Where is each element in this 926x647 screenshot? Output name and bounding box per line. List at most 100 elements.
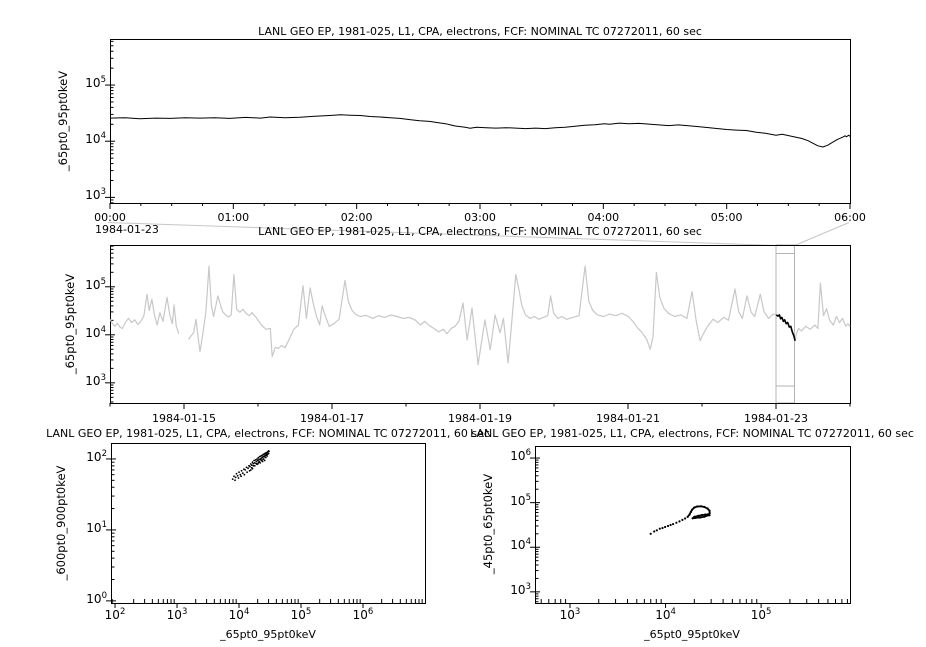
x-tick-label: 04:00 — [587, 211, 620, 224]
y-tick-label: 103 — [85, 372, 106, 388]
panel4-y-axis-label: _45pt0_65pt0keV — [481, 473, 495, 575]
scatter-point — [260, 459, 262, 461]
scatter-point — [257, 462, 260, 464]
panel4-x-axis-label: _65pt0_95pt0keV — [644, 628, 740, 641]
trace-point — [684, 517, 687, 520]
scatter-point — [253, 459, 256, 462]
x-tick-label: 05:00 — [710, 211, 743, 224]
trace-point — [658, 527, 661, 530]
x-tick-label: 104 — [655, 607, 676, 622]
scatter-point — [255, 460, 258, 463]
scatter-point — [264, 456, 267, 459]
panel4-frame[interactable] — [535, 446, 851, 604]
scatter-point — [253, 464, 256, 467]
x-tick-label: 103 — [166, 607, 188, 622]
x-tick-label: 102 — [104, 607, 126, 622]
panel1-frame[interactable] — [110, 39, 851, 204]
panel2-title: LANL GEO EP, 1981-025, L1, CPA, electron… — [258, 225, 702, 238]
zoom-box[interactable] — [775, 244, 795, 404]
x-tick-label: 1984-01-17 — [300, 412, 364, 425]
x-tick-label: 03:00 — [464, 211, 496, 224]
x-axis-date-label: 1984-01-23 — [95, 222, 159, 236]
x-tick-label: 104 — [228, 607, 250, 622]
panel1-y-axis-label: _65pt0_95pt0keV — [56, 70, 70, 172]
scatter-point — [234, 479, 236, 482]
y-tick-label: 102 — [86, 448, 107, 464]
trace-point — [653, 530, 656, 533]
scatter-point — [234, 476, 237, 479]
y-tick-label: 105 — [85, 276, 106, 292]
x-tick-label: 1984-01-15 — [152, 412, 216, 425]
trace-point — [681, 518, 684, 522]
scatter-point — [248, 469, 251, 472]
trace-point — [666, 524, 670, 528]
x-tick-label: 105 — [750, 607, 772, 622]
panel4-title: LANL GEO EP, 1981-025, L1, CPA, electron… — [470, 427, 914, 440]
x-tick-label: 00:00 — [94, 211, 126, 224]
y-tick-label: 101 — [86, 519, 107, 535]
panel3-title: LANL GEO EP, 1981-025, L1, CPA, electron… — [46, 427, 490, 440]
scatter-point — [267, 450, 270, 452]
scatter-point — [244, 469, 247, 471]
x-tick-label: 106 — [352, 607, 374, 622]
scatter-point — [252, 464, 255, 467]
scatter-point — [243, 473, 246, 476]
y-tick-label: 105 — [85, 75, 106, 91]
scatter-point — [241, 472, 244, 475]
panel2-frame[interactable] — [110, 245, 851, 404]
x-tick-label: 01:00 — [217, 211, 250, 224]
x-tick-label: 1984-01-19 — [448, 412, 512, 425]
x-tick-label: 1984-01-21 — [596, 412, 660, 425]
trace-point — [675, 521, 678, 524]
scatter-point — [267, 452, 270, 455]
scatter-point — [263, 456, 266, 458]
panel2-context-line — [188, 265, 851, 366]
scatter-point — [265, 453, 268, 456]
y-tick-label: 105 — [510, 492, 531, 508]
y-tick-label: 106 — [510, 448, 531, 464]
scatter-point — [266, 455, 269, 457]
zoom-connector-right — [794, 222, 850, 246]
trace-point — [672, 523, 675, 526]
trace-point — [661, 526, 664, 530]
scatter-point — [238, 471, 240, 474]
scatter-point — [250, 464, 253, 466]
trace-point — [664, 525, 667, 529]
zoom-connector-left — [107, 222, 777, 246]
panel2-highlight-segment — [775, 314, 796, 341]
scatter-point — [243, 468, 245, 470]
panel3-frame[interactable] — [111, 443, 426, 604]
scatter-point — [235, 472, 238, 475]
x-tick-label: 06:00 — [834, 211, 866, 224]
scatter-point — [256, 459, 259, 462]
scatter-point — [249, 465, 251, 468]
y-tick-label: 103 — [85, 187, 106, 203]
y-tick-label: 104 — [510, 537, 531, 553]
x-tick-label: 1984-01-23 — [744, 412, 808, 425]
scatter-point — [256, 463, 258, 466]
scatter-point — [246, 471, 249, 474]
panel2-y-axis-label: _65pt0_95pt0keV — [63, 273, 77, 375]
x-tick-label: 02:00 — [340, 211, 373, 224]
panel2-context-line — [109, 293, 180, 334]
x-tick-label: 105 — [290, 607, 312, 622]
scatter-point — [240, 469, 243, 472]
scatter-point — [247, 467, 250, 470]
scatter-point — [254, 459, 257, 461]
panel1-series-line — [109, 114, 851, 148]
scatter-point — [256, 458, 258, 460]
scatter-point — [239, 473, 242, 476]
trace-point — [678, 520, 681, 523]
trace-point — [649, 532, 652, 535]
y-tick-label: 104 — [85, 324, 106, 340]
y-tick-label: 100 — [86, 590, 107, 606]
scatter-point — [245, 466, 248, 469]
panel3-y-axis-label: _600pt0_900pt0keV — [54, 465, 68, 581]
scatter-point — [240, 475, 243, 478]
scatter-point — [262, 458, 264, 461]
scatter-point — [236, 474, 239, 477]
trace-point — [655, 529, 658, 532]
panel1-title: LANL GEO EP, 1981-025, L1, CPA, electron… — [258, 25, 702, 38]
